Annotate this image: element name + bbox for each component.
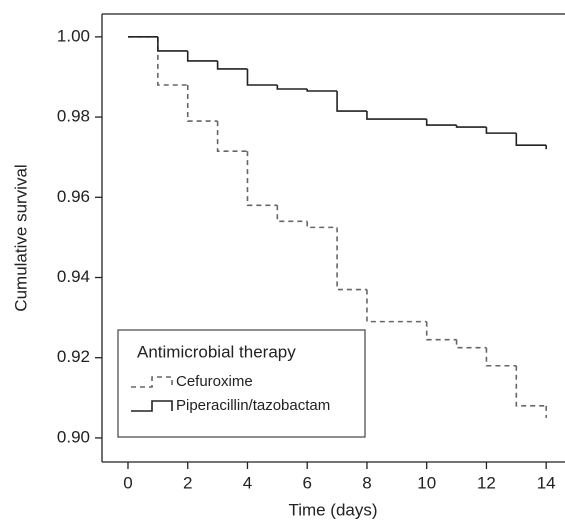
survival-step (276, 84, 308, 90)
survival-step (276, 205, 308, 223)
x-tick-label: 6 (302, 473, 311, 492)
x-axis-label: Time (days) (288, 500, 377, 519)
survival-step (455, 339, 487, 349)
survival-step (366, 111, 427, 120)
survival-step (515, 133, 547, 146)
x-tick-label: 4 (243, 473, 252, 492)
survival-step (306, 89, 338, 92)
y-tick-label: 0.94 (57, 267, 90, 286)
x-tick-label: 8 (362, 473, 371, 492)
survival-step (306, 221, 338, 229)
survival-step (336, 91, 367, 112)
survival-step (515, 365, 547, 407)
survival-step (485, 347, 517, 367)
x-tick-label: 10 (417, 473, 436, 492)
y-tick-label: 0.96 (57, 187, 90, 206)
x-tick-label: 12 (477, 473, 496, 492)
legend-label: Cefuroxime (176, 373, 253, 390)
y-tick-label: 0.98 (57, 107, 90, 126)
survival-step (157, 36, 188, 86)
legend-symbol (131, 376, 173, 388)
survival-step (336, 227, 367, 291)
survival-step (425, 119, 457, 126)
y-axis-label: Cumulative survival (11, 164, 30, 311)
survival-step (186, 50, 218, 62)
survival-step (246, 68, 278, 86)
legend-symbol (131, 400, 173, 412)
y-tick-label: 0.92 (57, 347, 90, 366)
survival-step (246, 151, 278, 207)
survival-step (186, 84, 218, 122)
x-tick-label: 0 (123, 473, 132, 492)
survival-step (455, 125, 487, 128)
survival-step (216, 121, 248, 152)
x-tick-label: 14 (537, 473, 556, 492)
y-tick-label: 0.90 (57, 427, 90, 446)
legend-title: Antimicrobial therapy (137, 342, 296, 361)
legend-box (117, 329, 366, 438)
legend-label: Piperacillin/tazobactam (176, 397, 330, 414)
survival-step (366, 289, 427, 323)
survival-step (157, 36, 188, 52)
survival-step (216, 60, 248, 70)
survival-step (425, 321, 457, 341)
y-tick-label: 1.00 (57, 26, 90, 45)
survival-step (485, 127, 517, 134)
x-tick-label: 2 (183, 473, 192, 492)
